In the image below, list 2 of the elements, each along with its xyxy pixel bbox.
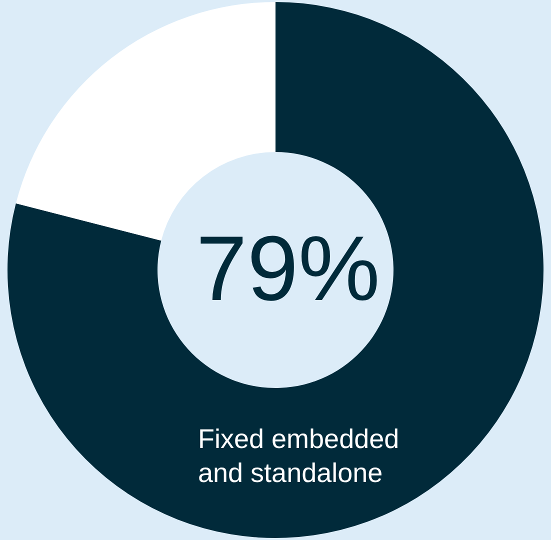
slice-label: Fixed embedded and standalone — [198, 424, 400, 488]
data-label: 79% — [196, 218, 380, 320]
